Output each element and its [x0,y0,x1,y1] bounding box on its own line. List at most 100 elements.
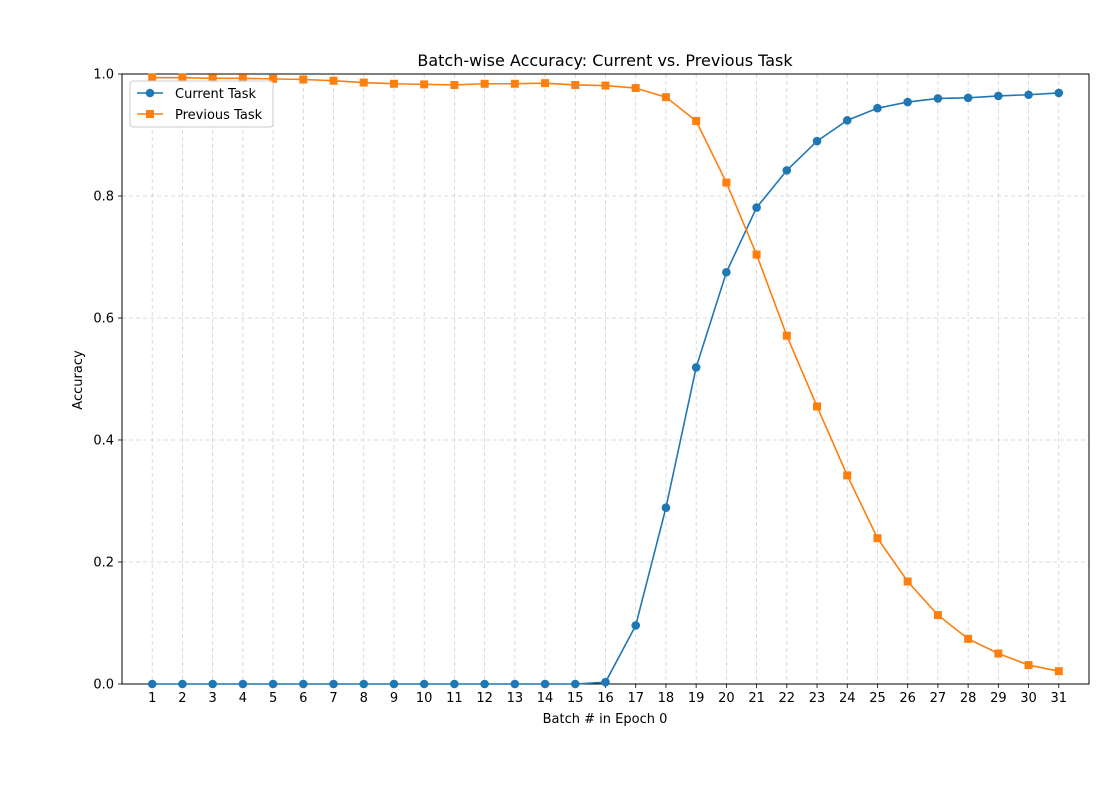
data-point-current-task [873,103,882,113]
x-tick-label: 5 [269,691,277,706]
data-point-previous-task [178,73,187,82]
y-tick-label: 1.0 [93,68,114,83]
data-point-previous-task [1054,667,1063,676]
x-tick-label: 10 [416,691,433,706]
data-point-current-task [450,679,459,689]
data-point-current-task [963,93,973,103]
data-point-previous-task [1024,661,1033,670]
data-point-previous-task [933,611,942,620]
data-point-previous-task [450,80,459,89]
x-tick-label: 6 [299,691,307,706]
data-point-previous-task [541,79,550,88]
x-tick-label: 25 [869,691,886,706]
data-point-previous-task [480,79,489,88]
data-point-previous-task [752,250,761,259]
x-tick-label: 19 [688,691,705,706]
data-point-previous-task [661,93,670,102]
data-point-previous-task [420,80,429,89]
data-point-previous-task [329,76,338,85]
y-tick-label: 0.6 [93,312,114,327]
series-layer [147,73,1064,689]
x-tick-label: 16 [597,691,614,706]
x-tick-label: 29 [990,691,1007,706]
x-tick-label: 13 [507,691,524,706]
data-point-previous-task [208,74,217,83]
data-point-current-task [329,679,338,689]
data-point-current-task [208,679,217,689]
data-point-current-task [299,679,308,689]
x-tick-label: 15 [567,691,584,706]
y-tick-label: 0.8 [93,190,114,205]
data-point-previous-task [843,471,852,480]
data-point-previous-task [873,534,882,543]
data-point-previous-task [238,74,247,83]
data-point-previous-task [631,84,640,93]
data-point-previous-task [148,73,157,82]
x-tick-label: 9 [390,691,398,706]
x-tick-label: 22 [779,691,796,706]
data-point-current-task [510,679,520,689]
x-tick-label: 27 [930,691,947,706]
data-point-current-task [631,621,641,630]
legend-label-previous-task: Previous Task [175,108,263,123]
data-point-previous-task [903,577,912,586]
legend-marker-previous-task [146,110,154,118]
data-point-current-task [419,679,429,689]
data-point-previous-task [994,649,1003,658]
data-point-current-task [268,679,278,689]
data-point-current-task [722,267,731,277]
data-point-current-task [691,363,701,372]
y-tick-label: 0.0 [93,678,114,693]
legend-label-current-task: Current Task [175,87,256,102]
data-point-previous-task [692,116,701,125]
data-point-current-task [389,679,399,689]
data-point-previous-task [389,79,398,88]
x-tick-label: 26 [899,691,916,706]
data-point-previous-task [813,402,822,411]
x-tick-label: 12 [476,691,493,706]
data-point-current-task [570,679,580,689]
data-point-previous-task [359,78,368,87]
data-point-current-task [812,136,822,146]
x-tick-label: 30 [1020,691,1037,706]
x-tick-label: 28 [960,691,977,706]
x-tick-label: 24 [839,691,856,706]
data-point-current-task [782,166,792,175]
data-point-current-task [661,503,671,513]
x-tick-label: 11 [446,691,463,706]
chart-title: Batch-wise Accuracy: Current vs. Previou… [417,51,793,70]
data-point-current-task [540,679,550,689]
y-axis-label: Accuracy [71,350,86,410]
data-point-previous-task [782,331,791,340]
x-tick-label: 8 [360,691,368,706]
x-axis-label: Batch # in Epoch 0 [543,712,668,727]
data-point-current-task [933,94,943,103]
x-tick-label: 3 [209,691,217,706]
data-point-current-task [178,679,187,689]
data-point-previous-task [601,81,610,90]
data-point-previous-task [299,75,308,84]
y-tick-label: 0.2 [93,556,114,571]
data-point-current-task [480,679,489,689]
y-tick-label: 0.4 [93,434,114,449]
legend: Current Task Previous Task [129,80,274,128]
x-tick-label: 1 [148,691,156,706]
data-point-current-task [842,116,852,125]
data-point-current-task [601,677,610,687]
tick-layer: 1 2 3 4 5 6 7 8 9 10 11 12 13 14 15 16 17 18 19 20 21 22 23 24 2… [93,68,1067,707]
data-point-current-task [359,679,369,689]
data-point-current-task [752,203,761,212]
legend-box [129,80,274,128]
x-tick-label: 21 [748,691,765,706]
data-point-previous-task [571,80,580,89]
data-point-previous-task [722,178,731,187]
data-point-previous-task [510,79,519,88]
data-point-current-task [238,679,248,689]
legend-marker-current-task [145,88,155,98]
x-tick-label: 2 [178,691,186,706]
data-point-current-task [903,97,912,107]
x-tick-label: 31 [1051,691,1068,706]
x-tick-label: 17 [627,691,644,706]
